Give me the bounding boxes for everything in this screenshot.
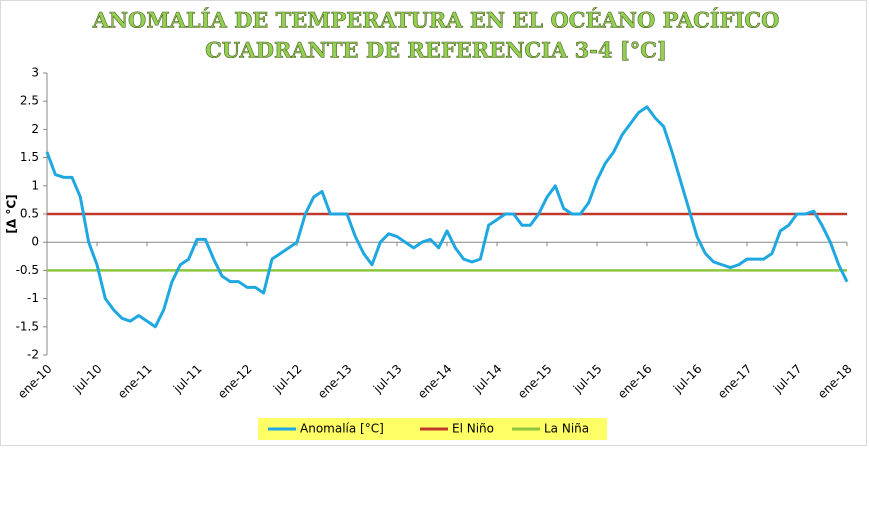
legend-label: Anomalía [°C] <box>300 422 384 436</box>
y-axis-label: [Δ °C] <box>5 194 19 233</box>
y-tick-label: 0 <box>31 235 39 249</box>
chart-title: ANOMALÍA DE TEMPERATURA EN EL OCÉANO PAC… <box>92 8 780 33</box>
y-tick-label: 3 <box>31 66 39 80</box>
y-tick-label: 1.5 <box>20 150 39 164</box>
y-tick-label: -0.5 <box>16 263 39 277</box>
y-tick-label: -2 <box>27 348 39 362</box>
chart-frame <box>0 0 867 446</box>
y-tick-label: 2.5 <box>20 94 39 108</box>
legend-label: El Niño <box>452 422 494 436</box>
y-tick-label: -1.5 <box>16 319 39 333</box>
y-tick-label: 0.5 <box>20 207 39 221</box>
data-line <box>45 105 849 329</box>
y-tick-label: -1 <box>27 291 39 305</box>
y-tick-label: 1 <box>31 178 39 192</box>
chart-title: CUADRANTE DE REFERENCIA 3-4 [°C] <box>205 38 667 63</box>
y-tick-label: 2 <box>31 122 39 136</box>
legend-label: La Niña <box>544 422 589 436</box>
